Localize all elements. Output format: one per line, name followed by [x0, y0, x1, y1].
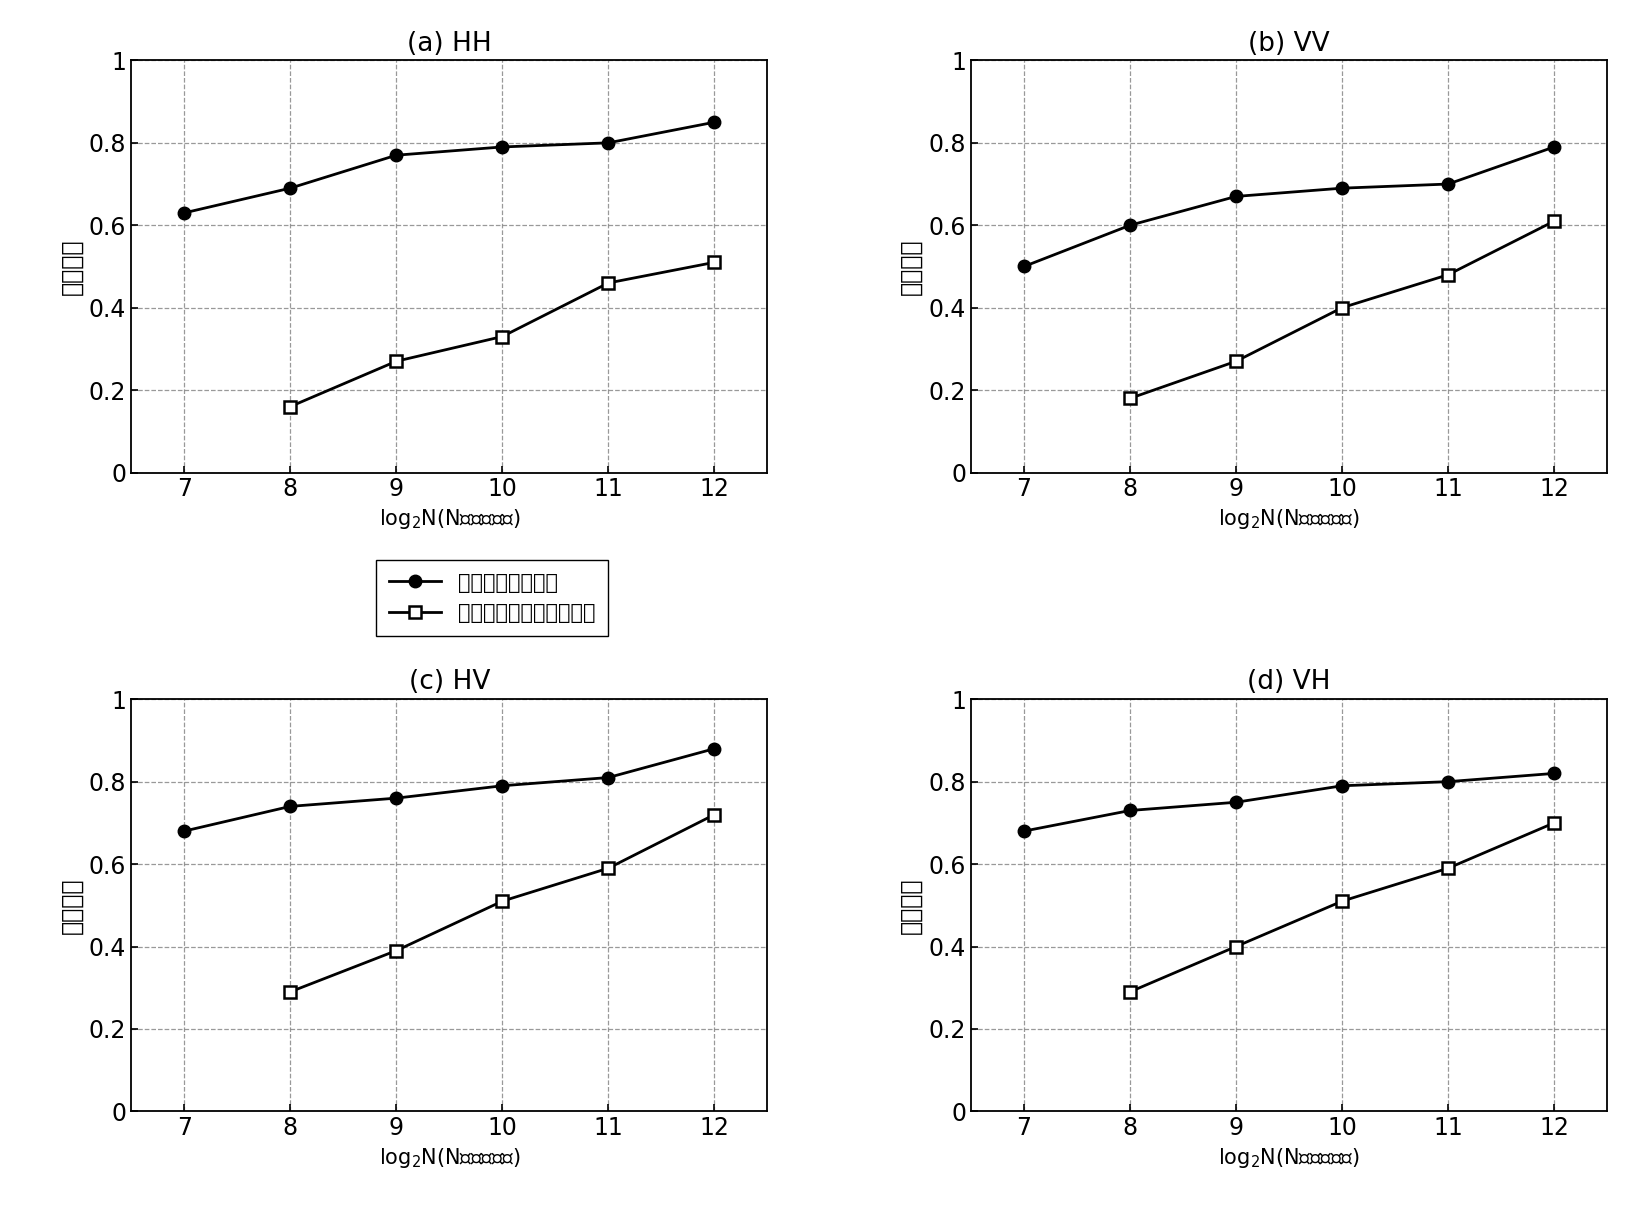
Y-axis label: 检测概率: 检测概率 [59, 238, 84, 295]
Y-axis label: 检测概率: 检测概率 [59, 877, 84, 934]
X-axis label: log$_2$N(N为脉冲总数): log$_2$N(N为脉冲总数) [379, 507, 520, 532]
X-axis label: log$_2$N(N为脉冲总数): log$_2$N(N为脉冲总数) [379, 1145, 520, 1169]
X-axis label: log$_2$N(N为脉冲总数): log$_2$N(N为脉冲总数) [1218, 1145, 1359, 1169]
Title: (a) HH: (a) HH [406, 30, 492, 57]
Title: (d) VH: (d) VH [1247, 669, 1329, 696]
X-axis label: log$_2$N(N为脉冲总数): log$_2$N(N为脉冲总数) [1218, 507, 1359, 532]
Y-axis label: 检测概率: 检测概率 [898, 877, 923, 934]
Title: (c) HV: (c) HV [408, 669, 490, 696]
Legend: 本发明的检测方法, 现有基于分形的检测方法: 本发明的检测方法, 现有基于分形的检测方法 [375, 561, 608, 635]
Title: (b) VV: (b) VV [1247, 30, 1329, 57]
Y-axis label: 检测概率: 检测概率 [898, 238, 923, 295]
